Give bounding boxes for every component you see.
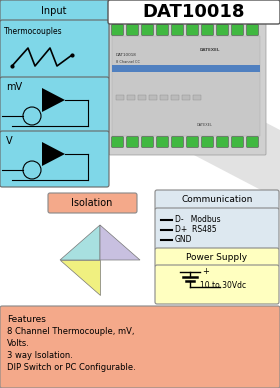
Text: D+  RS485: D+ RS485 (175, 225, 217, 234)
Circle shape (23, 107, 41, 125)
FancyBboxPatch shape (0, 131, 109, 187)
FancyBboxPatch shape (202, 137, 213, 147)
Bar (193, 95, 201, 100)
Bar (112, 65, 260, 72)
Text: 10 to 30Vdc: 10 to 30Vdc (200, 282, 246, 291)
Text: Input: Input (41, 6, 67, 16)
Text: Thermocouples: Thermocouples (4, 26, 63, 35)
FancyBboxPatch shape (127, 25, 138, 35)
FancyBboxPatch shape (127, 137, 138, 147)
FancyBboxPatch shape (0, 77, 109, 133)
Polygon shape (42, 142, 65, 166)
Text: Features: Features (7, 315, 46, 324)
Text: Power Supply: Power Supply (186, 253, 248, 262)
Bar (116, 95, 124, 100)
Text: DATEXEL: DATEXEL (197, 123, 213, 127)
Text: D-   Modbus: D- Modbus (175, 215, 221, 225)
FancyBboxPatch shape (0, 306, 280, 388)
FancyBboxPatch shape (155, 248, 279, 267)
Text: DAT10018: DAT10018 (116, 53, 137, 57)
FancyBboxPatch shape (0, 0, 109, 22)
Polygon shape (42, 88, 65, 112)
FancyBboxPatch shape (247, 137, 258, 147)
FancyBboxPatch shape (142, 137, 153, 147)
Text: Isolation: Isolation (71, 198, 113, 208)
Text: mV: mV (6, 82, 22, 92)
Polygon shape (60, 260, 100, 295)
Bar (138, 95, 146, 100)
Bar (182, 95, 190, 100)
Bar (127, 95, 135, 100)
Text: V: V (6, 136, 13, 146)
FancyBboxPatch shape (48, 193, 137, 213)
FancyBboxPatch shape (109, 23, 266, 155)
Polygon shape (100, 225, 140, 260)
Text: DAT10018: DAT10018 (143, 3, 245, 21)
FancyBboxPatch shape (217, 25, 228, 35)
FancyBboxPatch shape (187, 25, 198, 35)
Text: 8 Channel CC: 8 Channel CC (116, 60, 140, 64)
Bar (112, 36, 260, 136)
FancyBboxPatch shape (112, 137, 123, 147)
FancyBboxPatch shape (232, 25, 243, 35)
FancyBboxPatch shape (187, 137, 198, 147)
Bar (160, 95, 168, 100)
FancyBboxPatch shape (172, 25, 183, 35)
Text: DIP Switch or PC Configurable.: DIP Switch or PC Configurable. (7, 364, 136, 372)
Text: Communication: Communication (181, 196, 253, 204)
FancyBboxPatch shape (232, 137, 243, 147)
Bar (171, 95, 179, 100)
Circle shape (23, 161, 41, 179)
Text: GND: GND (175, 236, 193, 244)
FancyBboxPatch shape (0, 20, 109, 79)
FancyBboxPatch shape (202, 25, 213, 35)
Text: 8 Channel Thermocouple, mV,: 8 Channel Thermocouple, mV, (7, 327, 134, 336)
Text: +: + (202, 267, 209, 275)
FancyBboxPatch shape (142, 25, 153, 35)
FancyBboxPatch shape (157, 25, 168, 35)
Text: 3 way Isolation.: 3 way Isolation. (7, 352, 73, 360)
FancyBboxPatch shape (112, 25, 123, 35)
Polygon shape (60, 225, 100, 260)
FancyBboxPatch shape (155, 190, 279, 210)
FancyBboxPatch shape (172, 137, 183, 147)
Text: Volts.: Volts. (7, 340, 30, 348)
Bar (149, 95, 157, 100)
FancyBboxPatch shape (155, 265, 279, 304)
Polygon shape (60, 15, 280, 200)
Text: DATEXEL: DATEXEL (200, 48, 220, 52)
FancyBboxPatch shape (108, 0, 280, 24)
FancyBboxPatch shape (217, 137, 228, 147)
FancyBboxPatch shape (157, 137, 168, 147)
FancyBboxPatch shape (247, 25, 258, 35)
FancyBboxPatch shape (155, 208, 279, 250)
